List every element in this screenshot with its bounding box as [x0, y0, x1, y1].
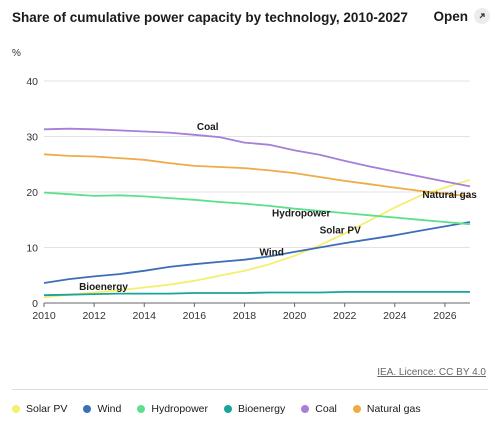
annotation-solar-pv: Solar PV	[320, 226, 361, 237]
y-tick-label: 20	[26, 187, 38, 199]
legend-item-coal[interactable]: Coal	[301, 403, 337, 415]
x-tick-label: 2020	[283, 310, 307, 320]
x-tick-label: 2016	[183, 310, 207, 320]
annotation-hydropower: Hydropower	[272, 208, 330, 219]
legend-label: Coal	[315, 403, 337, 415]
series-line-solar-pv	[43, 178, 471, 299]
x-tick-label: 2024	[383, 310, 407, 320]
x-tick-label: 2014	[133, 310, 157, 320]
annotation-wind: Wind	[260, 247, 284, 258]
legend-item-bioenergy[interactable]: Bioenergy	[223, 403, 286, 415]
legend-swatch	[301, 405, 310, 413]
legend-swatch	[223, 405, 232, 413]
x-tick-label: 2010	[32, 310, 56, 320]
legend-label: Solar PV	[26, 403, 68, 415]
series-line-natural-gas	[43, 153, 471, 198]
legend-item-wind[interactable]: Wind	[83, 403, 121, 415]
legend-label: Hydropower	[151, 403, 208, 415]
licence-link[interactable]: IEA. Licence: CC BY 4.0	[377, 367, 486, 378]
legend-item-solar-pv[interactable]: Solar PV	[12, 403, 67, 415]
legend-swatch	[83, 405, 92, 413]
open-label: Open	[433, 8, 468, 24]
x-tick-label: 2022	[333, 310, 357, 320]
legend-item-natural-gas[interactable]: Natural gas	[352, 403, 421, 415]
series-line-bioenergy	[43, 291, 470, 297]
external-link-icon	[474, 8, 490, 24]
y-tick-label: 40	[26, 76, 38, 88]
legend-label: Wind	[97, 403, 122, 415]
x-tick-label: 2012	[82, 310, 106, 320]
legend-swatch	[137, 405, 146, 413]
annotation-natural-gas: Natural gas	[422, 190, 477, 201]
x-tick-label: 2026	[433, 310, 457, 320]
legend-item-hydropower[interactable]: Hydropower	[137, 403, 208, 415]
y-tick-label: 30	[26, 132, 38, 144]
annotation-bioenergy: Bioenergy	[79, 282, 128, 293]
annotation-coal: Coal	[197, 122, 219, 133]
legend-divider	[12, 389, 488, 390]
x-tick-label: 2018	[233, 310, 257, 320]
legend-label: Natural gas	[366, 403, 421, 415]
open-button[interactable]: Open	[433, 8, 490, 24]
y-tick-label: 0	[32, 298, 38, 310]
y-axis-unit: %	[12, 48, 21, 59]
series-line-hydropower	[43, 191, 471, 226]
legend: Solar PV Wind Hydropower Bioenergy Coal Natur…	[12, 403, 421, 415]
chart-header: Share of cumulative power capacity by te…	[12, 8, 490, 30]
legend-label: Bioenergy	[237, 403, 286, 415]
series-line-wind	[43, 221, 471, 284]
series-line-coal	[43, 127, 471, 188]
chart-title: Share of cumulative power capacity by te…	[12, 10, 408, 25]
y-tick-label: 10	[26, 243, 38, 255]
line-chart: 0 10 20 30 40 2010 2012 2014 2016 2018 2020 2022 202…	[26, 76, 477, 320]
legend-swatch	[12, 405, 20, 413]
legend-swatch	[352, 405, 361, 413]
